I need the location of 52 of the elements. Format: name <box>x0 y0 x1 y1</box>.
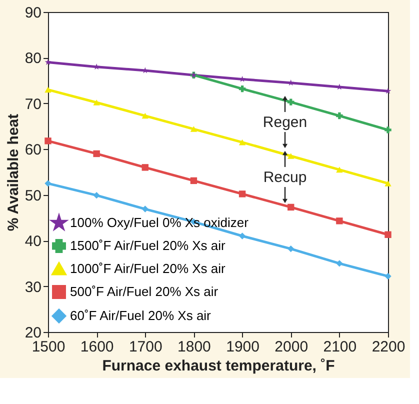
point <box>142 164 148 171</box>
point <box>288 98 294 106</box>
point <box>238 139 246 146</box>
y-tick-label: 90 <box>24 4 42 22</box>
y-tick-label: 40 <box>24 233 42 250</box>
x-tick-label: 2100 <box>323 338 357 356</box>
y-tick-label: 50 <box>24 187 42 204</box>
x-tick-label: 2200 <box>372 338 406 356</box>
legend-label: 60˚F Air/Fuel 20% Xs air <box>70 308 212 323</box>
point <box>288 245 294 252</box>
point <box>288 153 294 159</box>
y-tick-label: 70 <box>24 96 42 113</box>
point <box>190 177 198 184</box>
point <box>336 260 343 267</box>
point <box>336 218 343 224</box>
point <box>384 272 392 280</box>
point <box>44 180 52 187</box>
legend-label: 1500˚F Air/Fuel 20% Xs air <box>70 238 226 253</box>
point <box>93 100 100 106</box>
point <box>238 232 246 240</box>
x-tick-label: 2000 <box>274 338 308 356</box>
legend-label: 500˚F Air/Fuel 20% Xs air <box>70 284 219 299</box>
x-tick-label: 1800 <box>178 338 211 356</box>
point <box>190 126 198 132</box>
y-axis-title: % Available heat <box>4 114 22 232</box>
annotation: Regen <box>262 114 308 131</box>
point <box>44 138 52 144</box>
point <box>238 190 246 198</box>
point <box>44 86 52 93</box>
y-tick-label: 60 <box>24 142 42 159</box>
point <box>93 150 100 158</box>
point <box>336 166 343 173</box>
x-axis-title: Furnace exhaust temperature, ˚F <box>102 358 335 374</box>
x-tick-label: 1600 <box>80 338 114 356</box>
point <box>142 112 148 119</box>
legend-label: 1000˚F Air/Fuel 20% Xs air <box>70 261 226 276</box>
point <box>336 112 343 120</box>
x-tick-label: 1900 <box>226 338 260 356</box>
y-tick-label: 80 <box>24 50 42 68</box>
point <box>93 192 100 199</box>
point <box>384 231 392 238</box>
point <box>384 126 392 134</box>
point <box>238 85 246 92</box>
point <box>142 206 148 212</box>
annotation: Recup <box>263 169 307 186</box>
y-tick-label: 20 <box>24 324 42 342</box>
point <box>288 204 294 211</box>
x-tick-label: 1700 <box>128 338 162 356</box>
point <box>288 80 294 86</box>
x-tick-label: 1500 <box>32 338 66 356</box>
point <box>384 180 392 186</box>
y-tick-label: 30 <box>24 278 42 296</box>
